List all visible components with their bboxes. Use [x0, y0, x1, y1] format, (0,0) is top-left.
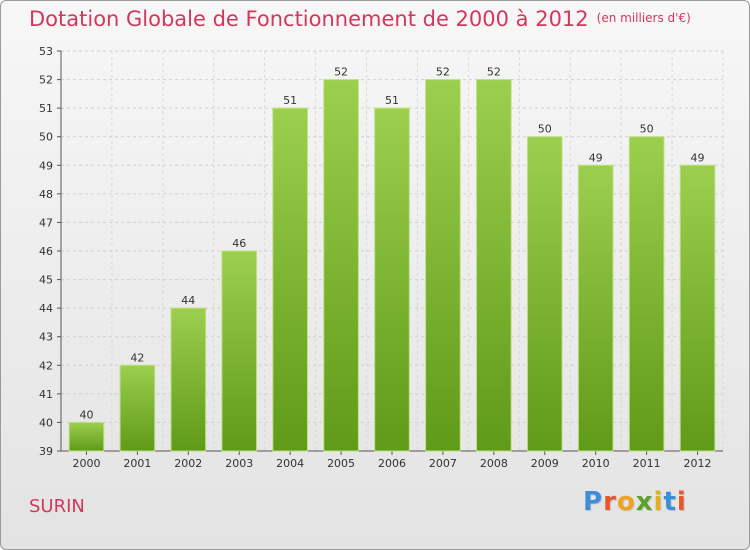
chart-unit: (en milliers d'€) — [596, 11, 691, 25]
bar-value-label: 46 — [232, 237, 246, 250]
y-tick-label: 47 — [39, 216, 53, 229]
commune-name: SURIN — [29, 496, 85, 517]
x-tick-label: 2003 — [225, 457, 253, 470]
x-tick-label: 2006 — [378, 457, 406, 470]
bar-value-label: 52 — [334, 66, 348, 79]
y-tick-label: 52 — [39, 74, 53, 87]
bar — [68, 421, 105, 452]
y-tick-label: 45 — [39, 274, 53, 287]
bar — [323, 79, 359, 452]
bar — [170, 307, 207, 452]
bar-value-label: 52 — [436, 66, 450, 79]
bar-value-label: 52 — [487, 66, 501, 79]
y-tick-label: 41 — [39, 388, 53, 401]
x-tick-label: 2007 — [429, 457, 457, 470]
bar — [476, 79, 512, 452]
x-tick-label: 2004 — [276, 457, 304, 470]
y-tick-label: 43 — [39, 331, 53, 344]
x-tick-label: 2001 — [123, 457, 151, 470]
bar-value-label: 40 — [79, 408, 93, 421]
y-tick-label: 48 — [39, 188, 53, 201]
bar-value-label: 51 — [283, 94, 297, 107]
x-tick-label: 2011 — [633, 457, 661, 470]
bar — [577, 164, 614, 452]
bar-value-label: 50 — [640, 123, 654, 136]
logo-letter: o — [616, 487, 636, 517]
logo-letter: t — [663, 487, 677, 517]
logo-letter: x — [635, 487, 654, 517]
y-tick-label: 40 — [39, 416, 53, 429]
y-tick-label: 42 — [39, 359, 53, 372]
y-tick-label: 39 — [39, 445, 53, 458]
bar-value-label: 42 — [130, 351, 144, 364]
x-tick-label: 2002 — [174, 457, 202, 470]
bar-value-label: 49 — [691, 151, 705, 164]
bar-value-label: 51 — [385, 94, 399, 107]
x-tick-label: 2005 — [327, 457, 355, 470]
labels: 39 40 41 42 43 44 45 46 47 48 49 50 51 52 53 40 2000 42 20… — [39, 45, 712, 470]
bar — [374, 107, 410, 452]
y-tick-label: 44 — [39, 302, 53, 315]
proxiti-logo: Proxiti — [583, 487, 687, 517]
x-tick-label: 2009 — [531, 457, 559, 470]
bar — [221, 250, 258, 452]
logo-letter: i — [676, 487, 687, 517]
x-tick-label: 2008 — [480, 457, 508, 470]
y-tick-label: 53 — [39, 45, 53, 58]
logo-letter: r — [603, 487, 617, 517]
bar-value-label: 50 — [538, 123, 552, 136]
bars — [68, 79, 716, 452]
bar-value-label: 44 — [181, 294, 195, 307]
bar — [425, 79, 461, 452]
bar-value-label: 49 — [589, 151, 603, 164]
bar — [628, 136, 665, 452]
y-tick-label: 50 — [39, 131, 53, 144]
logo-letter: P — [583, 487, 604, 517]
bar — [526, 136, 563, 452]
x-tick-label: 2000 — [72, 457, 100, 470]
y-tick-label: 49 — [39, 159, 53, 172]
y-tick-label: 51 — [39, 102, 53, 115]
x-tick-label: 2010 — [582, 457, 610, 470]
x-tick-label: 2012 — [684, 457, 712, 470]
y-tick-label: 46 — [39, 245, 53, 258]
bar — [679, 164, 716, 452]
chart-title: Dotation Globale de Fonctionnement de 20… — [29, 7, 691, 31]
chart-title-text: Dotation Globale de Fonctionnement de 20… — [29, 7, 589, 31]
logo-letter: i — [653, 487, 664, 517]
bar — [272, 107, 308, 452]
bar — [119, 364, 156, 452]
